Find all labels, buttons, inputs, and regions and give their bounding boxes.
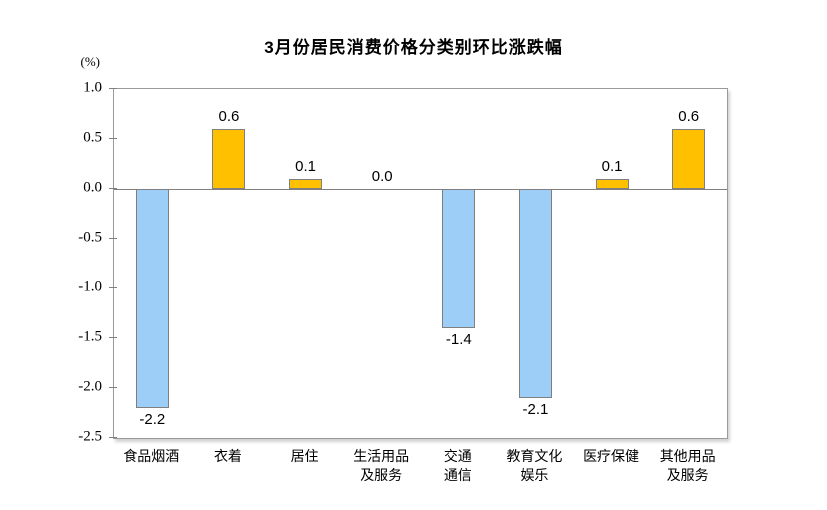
y-tick-label: -0.5 bbox=[78, 229, 102, 246]
category-label-医疗保健: 医疗保健 bbox=[573, 447, 650, 485]
data-label-教育文化娱乐: -2.1 bbox=[522, 401, 549, 419]
data-label-生活用品及服务: 0.0 bbox=[371, 167, 393, 185]
bar-衣着 bbox=[212, 128, 246, 189]
bar-交通通信 bbox=[442, 188, 476, 329]
plot-area: -2.2 0.6 0.1 0.0 -1.4 -2.1 0.1 0.6 bbox=[113, 88, 728, 439]
y-tick-mark bbox=[109, 387, 117, 389]
y-tick-mark bbox=[109, 88, 117, 89]
data-label-医疗保健: 0.1 bbox=[601, 157, 623, 175]
y-tick-label: -2.5 bbox=[78, 428, 102, 445]
category-label-交通通信: 交通 通信 bbox=[420, 447, 497, 485]
data-label-食品烟酒: -2.2 bbox=[139, 411, 166, 429]
data-label-衣着: 0.6 bbox=[218, 107, 240, 125]
category-label-衣着: 衣着 bbox=[190, 447, 267, 485]
category-label-教育文化娱乐: 教育文化 娱乐 bbox=[496, 447, 573, 485]
category-label-line: 衣着 bbox=[213, 448, 242, 464]
zero-axis-line bbox=[114, 188, 727, 190]
y-tick-mark bbox=[109, 237, 117, 239]
category-label-居住: 居住 bbox=[266, 447, 343, 485]
y-tick-label: -1.5 bbox=[78, 328, 102, 345]
bar-食品烟酒 bbox=[135, 188, 169, 409]
bar-医疗保健 bbox=[595, 178, 629, 189]
category-label-食品烟酒: 食品烟酒 bbox=[113, 447, 190, 485]
y-tick-label: -2.0 bbox=[78, 378, 102, 395]
bar-居住 bbox=[289, 178, 323, 189]
category-label-line: 生活用品 bbox=[353, 448, 410, 464]
category-label-line: 交通 bbox=[443, 448, 472, 464]
y-axis-unit-label: (%) bbox=[80, 54, 101, 69]
bar-教育文化娱乐 bbox=[518, 188, 552, 399]
category-label-line: 通信 bbox=[443, 467, 472, 483]
y-tick-mark bbox=[109, 187, 117, 189]
y-tick-mark bbox=[109, 287, 117, 289]
category-label-line: 及服务 bbox=[360, 467, 403, 483]
y-tick-label: 1.0 bbox=[83, 79, 102, 96]
y-tick-label: 0.0 bbox=[83, 179, 102, 196]
y-tick-mark bbox=[109, 137, 117, 139]
category-label-生活用品及服务: 生活用品 及服务 bbox=[343, 447, 420, 485]
category-label-line: 娱乐 bbox=[520, 467, 549, 483]
chart-title: 3月份居民消费价格分类别环比涨跌幅 bbox=[264, 38, 563, 57]
category-label-line: 医疗保健 bbox=[583, 448, 640, 464]
bar-其他用品及服务 bbox=[672, 128, 706, 189]
data-label-居住: 0.1 bbox=[295, 157, 316, 175]
y-tick-label: -1.0 bbox=[78, 278, 102, 295]
x-axis-category-labels: 食品烟酒 衣着 居住 生活用品 及服务 交通 通信 教育文化 娱乐 医疗保健 其他用品 及服务 bbox=[113, 447, 726, 485]
data-label-其他用品及服务: 0.6 bbox=[678, 107, 700, 125]
category-label-其他用品及服务: 其他用品 及服务 bbox=[649, 447, 726, 485]
category-label-line: 其他用品 bbox=[659, 448, 716, 464]
category-label-line: 居住 bbox=[290, 448, 319, 464]
category-label-line: 及服务 bbox=[666, 467, 709, 483]
y-tick-mark bbox=[109, 337, 117, 339]
category-label-line: 食品烟酒 bbox=[123, 448, 180, 464]
y-tick-label: 0.5 bbox=[83, 129, 102, 146]
y-tick-mark bbox=[109, 437, 117, 438]
category-label-line: 教育文化 bbox=[506, 448, 563, 464]
data-label-交通通信: -1.4 bbox=[445, 331, 472, 349]
